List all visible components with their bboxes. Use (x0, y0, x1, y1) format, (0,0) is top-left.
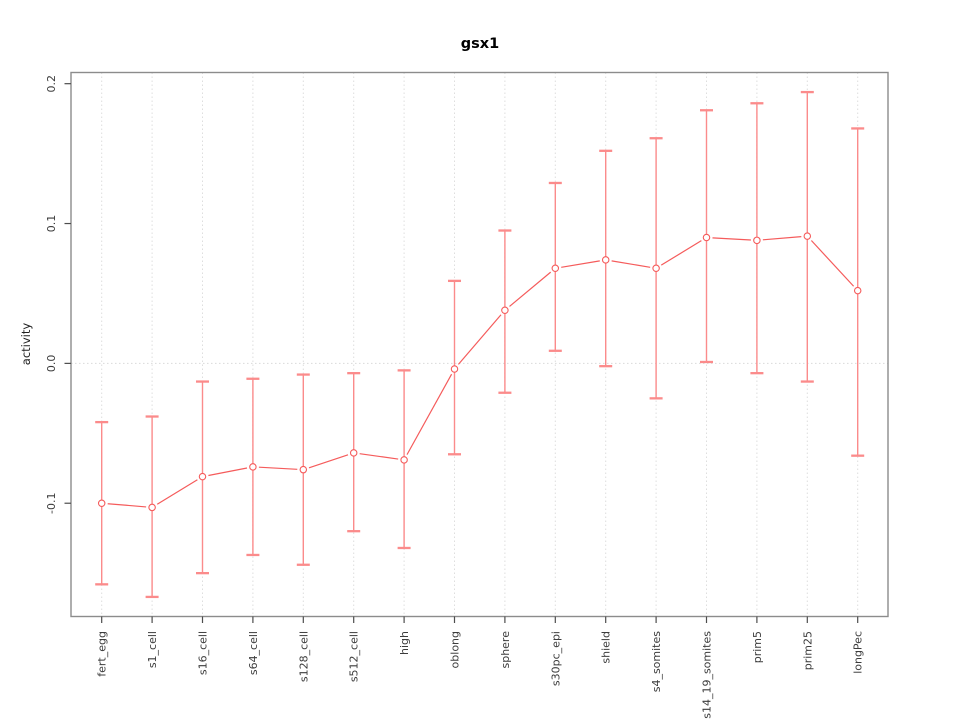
data-point (753, 236, 761, 245)
data-point (400, 456, 408, 464)
data-point (148, 503, 156, 512)
x-tick-label: s1_cell (146, 631, 159, 668)
series-segment (457, 314, 502, 365)
series-segment (156, 479, 198, 505)
grid-layer (71, 72, 888, 617)
data-point (299, 465, 308, 474)
x-tick-label: prim25 (801, 631, 814, 670)
x-tick-label: longPec (852, 631, 865, 674)
x-tick-label: s64_cell (247, 631, 260, 675)
data-point (601, 256, 610, 264)
series-segment (611, 260, 651, 268)
series-segment (762, 236, 802, 241)
series-segment (258, 466, 298, 470)
x-tick-label: s4_somites (650, 631, 663, 693)
x-tick-label: s128_cell (297, 631, 310, 682)
data-point-layer (97, 232, 862, 512)
series-segment (208, 467, 248, 477)
x-tick-label: fert_egg (96, 631, 109, 677)
series-segment (509, 271, 552, 307)
y-tick-label: 0.1 (45, 215, 58, 233)
data-point (198, 472, 207, 481)
data-point (501, 306, 509, 314)
plot-frame (70, 71, 889, 618)
x-tick-label: s30pc_epi (549, 631, 562, 686)
x-tick-label: oblong (449, 631, 462, 668)
data-point (450, 365, 459, 373)
data-point (853, 286, 862, 295)
x-tick-label: sphere (499, 631, 512, 669)
data-point (249, 463, 257, 471)
series-segment (561, 260, 600, 268)
y-axis-title: activity (19, 323, 33, 366)
data-point (652, 264, 660, 273)
x-tick-label: prim5 (751, 631, 764, 663)
series-segment (107, 503, 147, 508)
series-segment (308, 454, 349, 469)
data-point (349, 449, 358, 457)
series-segment (406, 373, 453, 455)
chart-title: gsx1 (461, 36, 499, 52)
data-point (702, 233, 711, 242)
series-segment (712, 237, 751, 241)
error-bar-layer (95, 90, 865, 599)
data-point (97, 499, 106, 507)
y-tick-label: 0.2 (45, 75, 58, 93)
x-tick-label: s16_cell (197, 631, 210, 675)
y-tick-label: 0.0 (45, 355, 58, 373)
x-tick-label: high (398, 631, 411, 655)
series-line-layer (107, 236, 855, 508)
series-segment (810, 240, 855, 287)
data-point (803, 232, 812, 240)
y-tick-label: -0.1 (45, 492, 58, 513)
x-tick-label: shield (600, 631, 613, 664)
x-tick-label: s14_19_somites (701, 631, 714, 719)
series-segment (660, 240, 702, 266)
axis-layer: -0.1 0.0 0.1 0.2 fert_egg s1_cell s16_cell s64_… (45, 75, 865, 719)
x-tick-label: s512_cell (348, 631, 361, 682)
data-point (551, 264, 560, 273)
series-segment (359, 453, 399, 460)
